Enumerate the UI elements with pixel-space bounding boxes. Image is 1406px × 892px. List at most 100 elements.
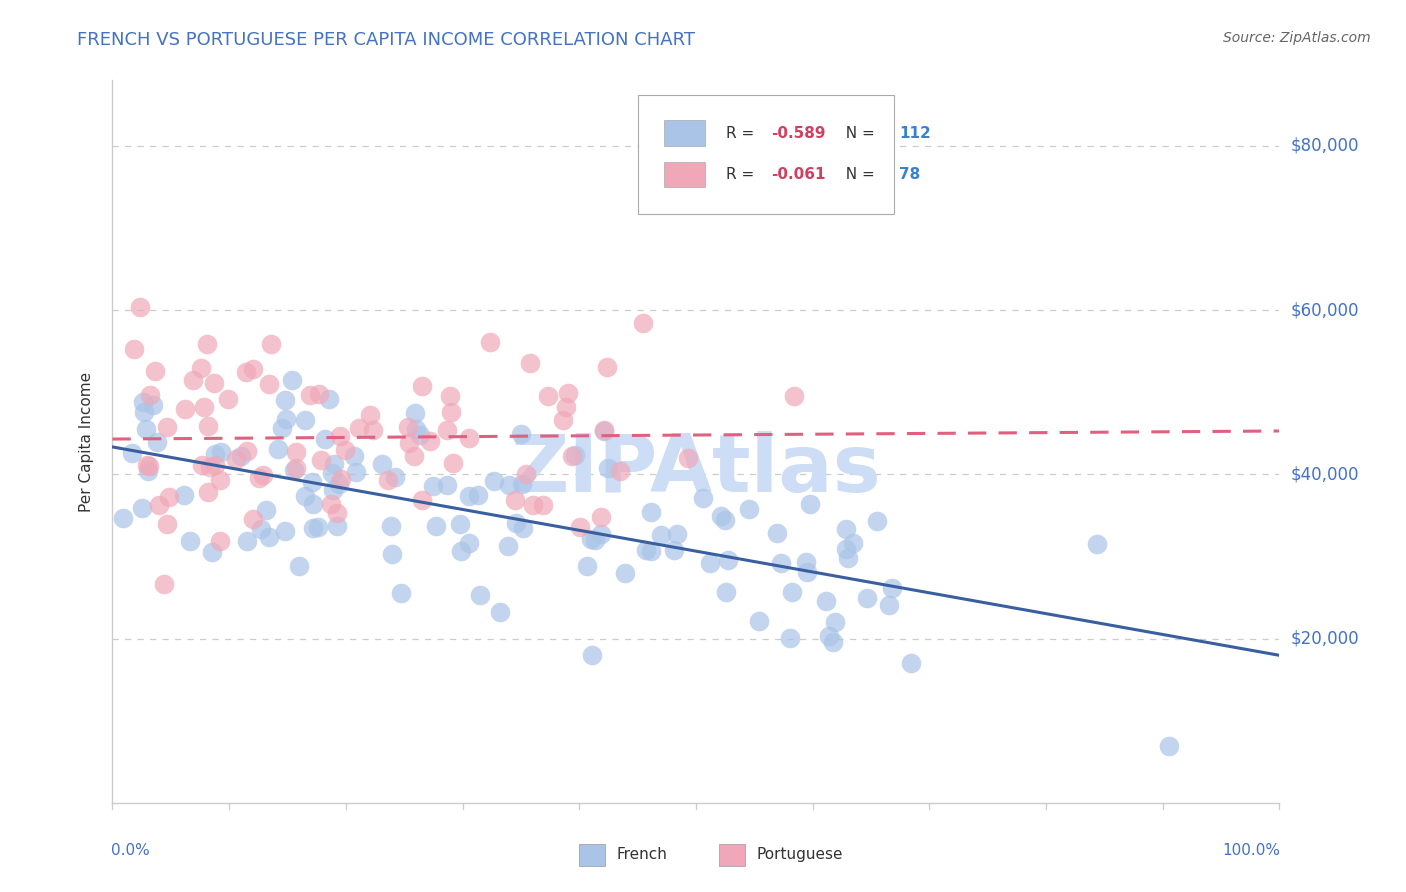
Bar xyxy=(665,161,706,186)
Point xyxy=(436,478,458,492)
Point xyxy=(457,431,479,445)
Point xyxy=(121,446,143,460)
Point xyxy=(112,511,135,525)
Point xyxy=(533,498,555,512)
Point xyxy=(596,359,619,374)
Point xyxy=(142,398,165,412)
Point xyxy=(298,388,321,402)
Text: ZIPAtlas: ZIPAtlas xyxy=(510,432,882,509)
Point xyxy=(247,471,270,485)
Point xyxy=(380,518,402,533)
Text: Portuguese: Portuguese xyxy=(756,847,844,863)
Point xyxy=(193,400,215,414)
Point xyxy=(208,473,231,487)
Point xyxy=(370,458,392,472)
Point xyxy=(411,378,433,392)
Point xyxy=(440,405,463,419)
Point xyxy=(156,420,179,434)
Point xyxy=(235,365,257,379)
Point xyxy=(818,629,841,643)
Text: $60,000: $60,000 xyxy=(1291,301,1360,319)
Text: 78: 78 xyxy=(898,167,921,182)
Point xyxy=(515,467,537,482)
Point xyxy=(900,656,922,670)
Point xyxy=(503,493,526,508)
Point xyxy=(650,527,672,541)
Text: $20,000: $20,000 xyxy=(1291,630,1360,648)
Point xyxy=(254,503,277,517)
Point xyxy=(404,449,426,463)
Point xyxy=(692,491,714,505)
Point xyxy=(209,445,232,459)
Point xyxy=(333,443,356,458)
Point xyxy=(564,448,586,462)
Point xyxy=(195,337,218,351)
Point xyxy=(301,475,323,489)
Point xyxy=(319,497,342,511)
Point xyxy=(132,405,155,419)
Point xyxy=(665,526,688,541)
Point xyxy=(636,543,658,558)
Point xyxy=(837,551,859,566)
Point xyxy=(359,408,381,422)
Point xyxy=(592,424,614,438)
Point xyxy=(561,449,583,463)
Point xyxy=(173,488,195,502)
Point xyxy=(609,464,631,478)
Point xyxy=(783,389,806,403)
Point xyxy=(436,423,458,437)
Point xyxy=(302,521,325,535)
Point xyxy=(361,423,384,437)
Point xyxy=(302,497,325,511)
Point xyxy=(136,458,159,472)
Point xyxy=(148,499,170,513)
Point xyxy=(835,522,858,536)
Point xyxy=(866,514,889,528)
Text: 100.0%: 100.0% xyxy=(1223,843,1281,857)
Text: $80,000: $80,000 xyxy=(1291,137,1360,155)
Point xyxy=(138,464,160,478)
Point xyxy=(613,566,636,580)
Point xyxy=(738,502,761,516)
Point xyxy=(153,577,176,591)
Bar xyxy=(579,844,605,865)
Point xyxy=(384,470,406,484)
Point xyxy=(285,444,308,458)
Point xyxy=(274,392,297,407)
Point xyxy=(281,373,304,387)
Bar xyxy=(665,120,706,145)
Text: N =: N = xyxy=(837,126,880,141)
Point xyxy=(748,614,770,628)
Point xyxy=(591,526,613,541)
Point xyxy=(799,497,821,511)
Y-axis label: Per Capita Income: Per Capita Income xyxy=(79,371,94,512)
Point xyxy=(450,544,472,558)
Text: French: French xyxy=(617,847,668,863)
Point xyxy=(257,530,280,544)
Point xyxy=(197,418,219,433)
Point xyxy=(633,316,655,330)
Point xyxy=(396,420,419,434)
Point xyxy=(856,591,879,606)
Point xyxy=(323,458,346,472)
Point xyxy=(498,477,520,491)
Point xyxy=(411,492,433,507)
Point xyxy=(512,520,534,534)
Point xyxy=(589,510,612,524)
Text: $40,000: $40,000 xyxy=(1291,466,1360,483)
Point xyxy=(449,517,471,532)
Point xyxy=(766,525,789,540)
Point xyxy=(217,392,239,407)
Point xyxy=(191,458,214,473)
Text: Source: ZipAtlas.com: Source: ZipAtlas.com xyxy=(1223,31,1371,45)
Point xyxy=(284,461,307,475)
Point xyxy=(640,505,662,519)
Point xyxy=(252,468,274,483)
Point xyxy=(479,335,502,350)
Point xyxy=(274,412,297,426)
Point xyxy=(343,449,366,463)
Point xyxy=(498,539,520,553)
Point xyxy=(157,490,180,504)
Point xyxy=(409,427,432,442)
Point xyxy=(821,635,844,649)
